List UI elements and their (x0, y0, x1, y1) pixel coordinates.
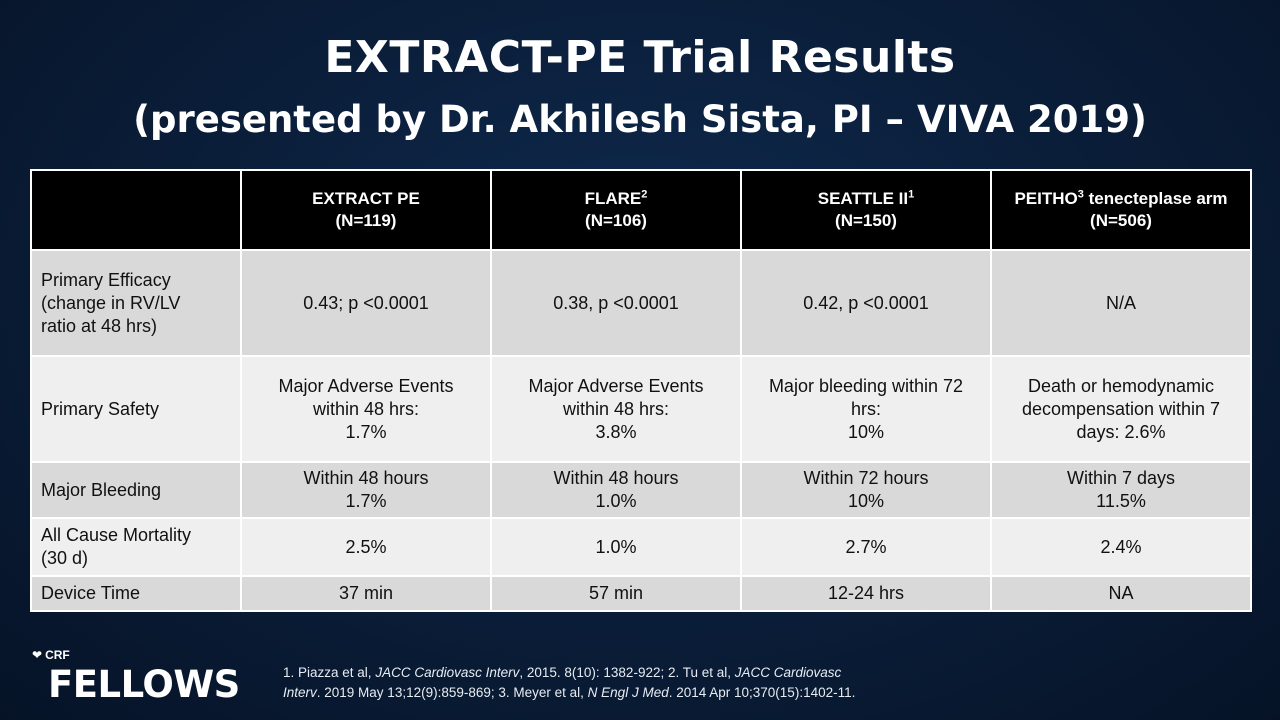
table-cell: 2.7% (740, 517, 992, 577)
table-cell: 37 min (240, 575, 492, 612)
header-row: EXTRACT PE (N=119) FLARE2 (N=106) SEATTL… (30, 169, 1252, 251)
table-cell: Within 48 hours 1.7% (240, 461, 492, 519)
row-label: Device Time (30, 575, 242, 612)
table-row: Primary Safety Major Adverse Events withi… (30, 355, 1252, 463)
table-cell: Major bleeding within 72 hrs: 10% (740, 355, 992, 463)
table-cell: Death or hemodynamic decompensation withi… (990, 355, 1252, 463)
results-table: EXTRACT PE (N=119) FLARE2 (N=106) SEATTL… (30, 169, 1252, 612)
row-label: Primary Efficacy (change in RV/LV ratio at… (30, 249, 242, 357)
references-footnote: 1. Piazza et al, JACC Cardiovasc Interv,… (283, 665, 856, 700)
table-cell: Major Adverse Events within 48 hrs: 1.7% (240, 355, 492, 463)
table-cell: 0.43; p <0.0001 (240, 249, 492, 357)
table-cell: N/A (990, 249, 1252, 357)
table-cell: Major Adverse Events within 48 hrs: 3.8% (490, 355, 742, 463)
table-row: Primary Efficacy (change in RV/LV ratio at… (30, 249, 1252, 357)
slide-title: EXTRACT-PE Trial Results (324, 32, 956, 83)
table-cell: Within 72 hours 10% (740, 461, 992, 519)
row-label: Primary Safety (30, 355, 242, 463)
header-cell: EXTRACT PE (N=119) (240, 169, 492, 251)
table-cell: Within 7 days 11.5% (990, 461, 1252, 519)
crf-fellows-logo: ❤ CRF FELLOWS (30, 646, 250, 706)
fellows-wordmark: FELLOWS (48, 663, 240, 706)
table-cell: NA (990, 575, 1252, 612)
header-corner (30, 169, 242, 251)
slide-subtitle: (presented by Dr. Akhilesh Sista, PI – V… (133, 98, 1147, 141)
table-row: Major Bleeding Within 48 hours 1.7% Withi… (30, 461, 1252, 519)
table-cell: 1.0% (490, 517, 742, 577)
header-cell: FLARE2 (N=106) (490, 169, 742, 251)
row-label: All Cause Mortality (30 d) (30, 517, 242, 577)
table-cell: 2.5% (240, 517, 492, 577)
table-cell: 0.42, p <0.0001 (740, 249, 992, 357)
table-cell: 0.38, p <0.0001 (490, 249, 742, 357)
heart-icon: ❤ (32, 648, 43, 662)
table-cell: 12-24 hrs (740, 575, 992, 612)
header-cell: SEATTLE II1 (N=150) (740, 169, 992, 251)
crf-mark: ❤ CRF (32, 648, 70, 662)
table-cell: Within 48 hours 1.0% (490, 461, 742, 519)
table-cell: 57 min (490, 575, 742, 612)
table-row: All Cause Mortality (30 d) 2.5% 1.0% 2.7%… (30, 517, 1252, 577)
header-cell: PEITHO3 tenecteplase arm (N=506) (990, 169, 1252, 251)
row-label: Major Bleeding (30, 461, 242, 519)
table-cell: 2.4% (990, 517, 1252, 577)
table-row: Device Time 37 min 57 min 12-24 hrs NA (30, 575, 1252, 612)
